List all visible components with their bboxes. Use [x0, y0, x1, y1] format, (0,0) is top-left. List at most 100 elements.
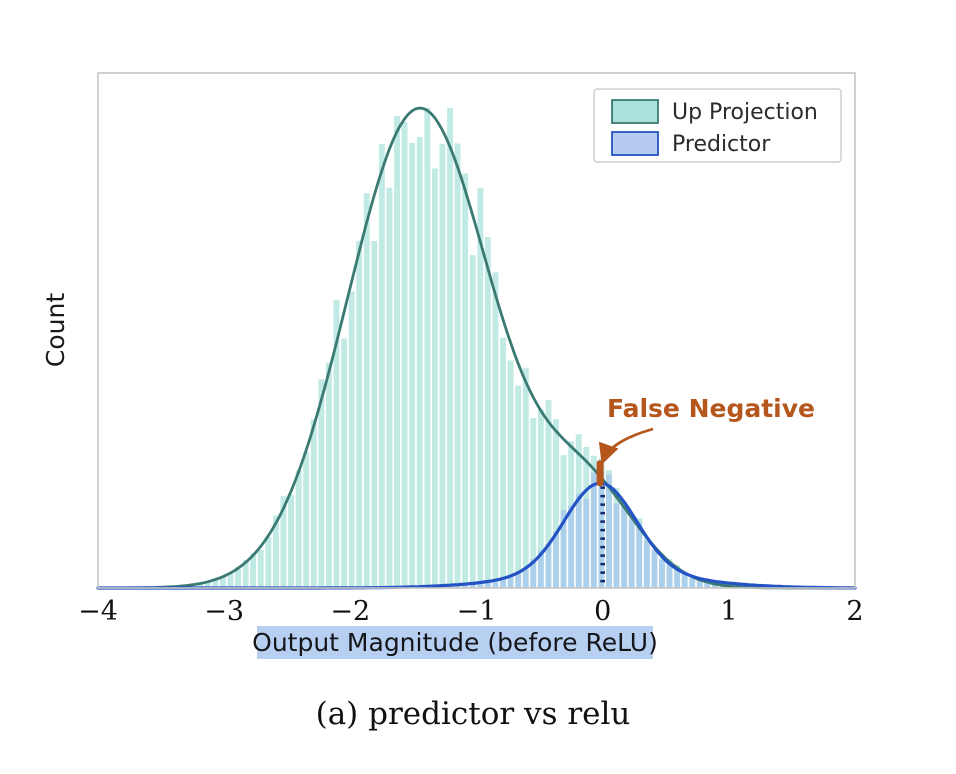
hist-bar: [242, 559, 249, 588]
hist-bar: [204, 582, 211, 588]
hist-bar: [553, 531, 559, 588]
hist-bar: [257, 549, 264, 588]
x-tick-label: −2: [330, 596, 370, 627]
hist-bar: [220, 577, 226, 588]
hist-bar: [341, 338, 347, 588]
hist-bar: [401, 122, 408, 588]
hist-bar: [515, 385, 522, 588]
hist-bar: [492, 579, 499, 588]
hist-bar: [469, 255, 476, 588]
x-axis-ticks: −4 −3 −2 −1 0 1 2: [78, 596, 864, 627]
x-tick-label: 1: [720, 596, 737, 627]
plot-frame: [97, 72, 856, 589]
hist-bar: [235, 567, 241, 588]
hist-bar: [553, 419, 559, 588]
hist-bar: [689, 577, 696, 588]
hist-bar: [378, 143, 385, 588]
hist-bar: [333, 300, 340, 588]
hist-bar: [477, 188, 484, 588]
hist-bar: [454, 143, 461, 588]
hist-bar: [416, 137, 423, 588]
hist-bar: [288, 494, 294, 588]
hist-bar: [265, 537, 272, 588]
kde-curves: [96, 106, 857, 590]
legend-swatch-up-projection: [611, 99, 659, 124]
hist-bar: [462, 584, 469, 588]
legend: Up Projection Predictor: [593, 88, 842, 163]
hist-bar: [424, 108, 431, 588]
x-axis-label-highlight: [257, 626, 653, 659]
hist-bar: [545, 400, 552, 588]
y-axis-label: Count: [41, 293, 70, 367]
hist-bar: [295, 470, 302, 588]
hist-bar: [212, 578, 219, 588]
hist-bar: [583, 498, 590, 588]
hist-bar: [310, 419, 317, 588]
hist-bar: [704, 580, 711, 588]
hist-bar: [666, 562, 673, 588]
hist-bar: [363, 193, 370, 588]
hist-bar: [197, 583, 204, 588]
hist-bar: [484, 581, 491, 588]
x-axis-label: Output Magnitude (before ReLU): [252, 628, 658, 657]
hist-bar: [696, 578, 703, 588]
hist-bar: [303, 451, 310, 588]
x-tick-label: −1: [457, 596, 497, 627]
hist-bar: [273, 515, 279, 588]
hist-bar: [522, 568, 529, 588]
figure-caption: (a) predictor vs relu: [316, 696, 631, 732]
hist-bar: [575, 493, 582, 588]
hist-bar: [674, 568, 681, 588]
hist-bar: [386, 187, 393, 588]
hist-bar: [537, 550, 544, 588]
legend-swatch-predictor: [611, 131, 659, 156]
x-tick-label: 0: [594, 596, 611, 627]
hist-bar: [250, 553, 257, 588]
histogram-bars: [189, 108, 764, 589]
hist-bar: [651, 549, 658, 588]
hist-bar: [560, 510, 567, 588]
hist-bar: [356, 240, 363, 589]
hist-bar: [500, 337, 506, 588]
hist-bar: [636, 522, 643, 588]
legend-label-up-projection: Up Projection: [672, 100, 818, 125]
hist-bar: [659, 559, 665, 588]
hist-bar: [613, 503, 620, 588]
hist-bar: [484, 237, 491, 588]
hist-bar: [469, 583, 476, 588]
x-tick-label: −4: [78, 596, 118, 627]
hist-bar: [507, 577, 514, 588]
x-axis-label-group: Output Magnitude (before ReLU): [252, 626, 658, 659]
hist-bar: [409, 142, 416, 589]
hist-bar: [447, 108, 453, 588]
hist-bar: [628, 518, 635, 588]
kde-curve-predictor: [96, 481, 857, 590]
hist-bar: [681, 572, 688, 588]
hist-bar: [439, 143, 446, 588]
hist-bar: [318, 379, 325, 588]
legend-label-predictor: Predictor: [672, 132, 771, 157]
zero-line-and-marker: [596, 460, 605, 586]
hist-bar: [477, 583, 484, 588]
hist-bar: [522, 368, 529, 588]
false-negative-annotation: False Negative: [607, 394, 815, 423]
x-tick-label: 2: [846, 596, 863, 627]
hist-bar: [394, 115, 400, 589]
hist-bar: [189, 584, 196, 588]
hist-bar: [530, 418, 537, 588]
hist-bar: [621, 505, 628, 588]
hist-bar: [280, 496, 287, 588]
kde-curve-up-projection: [96, 106, 857, 590]
hist-bar: [507, 360, 514, 588]
hist-bar: [431, 168, 438, 588]
hist-bar: [348, 291, 355, 588]
hist-bar: [568, 505, 575, 588]
hist-bar: [500, 579, 506, 588]
hist-bar: [462, 173, 469, 588]
hist-bar: [545, 543, 552, 588]
hist-bar: [537, 409, 544, 588]
x-tick-label: −3: [204, 596, 244, 627]
hist-bar: [371, 241, 378, 588]
